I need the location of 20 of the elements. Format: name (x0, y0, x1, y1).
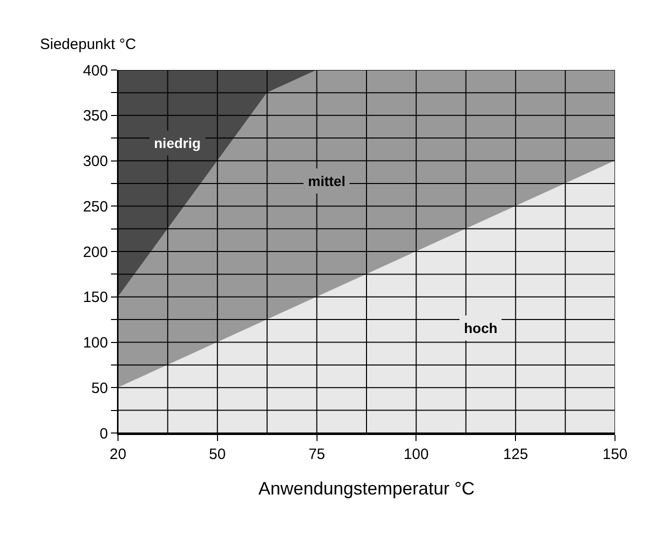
x-tick-label: 75 (308, 446, 326, 463)
x-tick-label: 100 (404, 446, 429, 463)
y-tick-label: 300 (82, 153, 108, 170)
y-tick-label: 200 (82, 244, 108, 261)
y-tick-label: 150 (82, 289, 108, 306)
y-tick-label: 400 (82, 62, 108, 80)
series-label: mittel (308, 173, 346, 189)
y-tick-label: 250 (82, 198, 108, 216)
y-tick-label: 50 (91, 380, 108, 397)
x-tick-label: 125 (503, 446, 528, 463)
series-label: hoch (464, 320, 498, 336)
y-tick-label: 350 (82, 108, 108, 125)
x-tick-label: 50 (209, 446, 226, 463)
y-axis-title: Siedepunkt °C (40, 36, 136, 53)
series-label: niedrig (154, 135, 201, 151)
y-tick-label: 0 (100, 425, 108, 442)
x-tick-label: 150 (602, 446, 628, 463)
y-tick-label: 100 (82, 334, 108, 352)
x-axis-title: Anwendungstemperatur °C (258, 478, 475, 499)
x-tick-label: 20 (110, 446, 126, 463)
